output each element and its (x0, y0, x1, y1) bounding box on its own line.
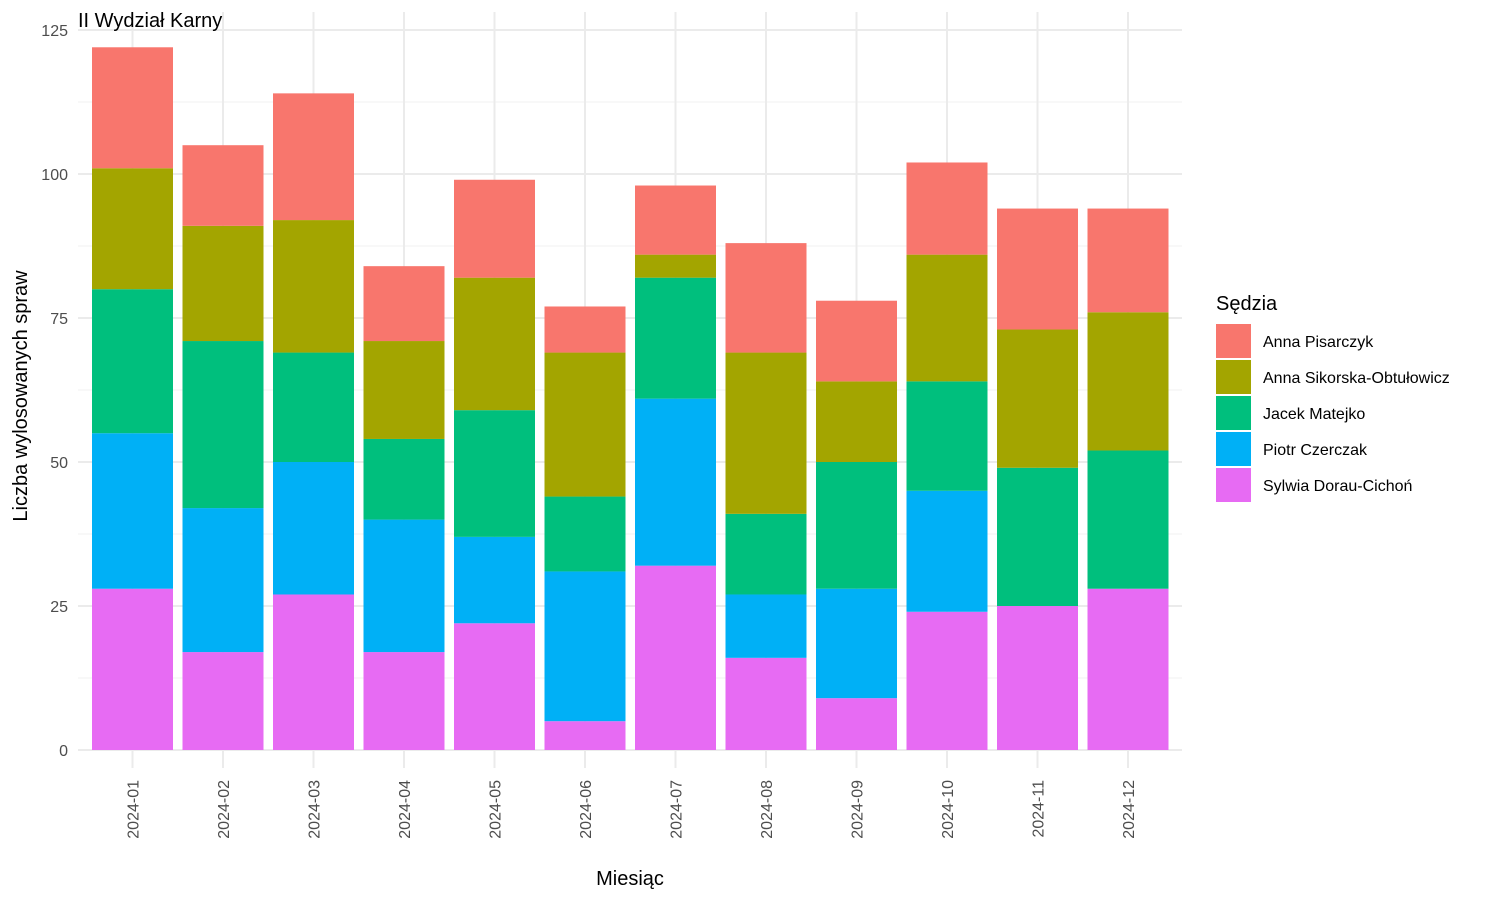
bar-segment (363, 341, 445, 439)
x-tick-label: 2024-01 (126, 780, 143, 839)
bar-segment (182, 225, 264, 342)
bar-segment (725, 513, 807, 595)
x-tick-label: 2024-06 (578, 780, 595, 839)
bar-segment (273, 93, 354, 221)
legend-label: Piotr Czerczak (1263, 442, 1368, 459)
bar-segment (725, 594, 807, 658)
bar-segment (725, 243, 807, 353)
bar-segment (454, 410, 535, 537)
legend-label: Anna Pisarczyk (1263, 334, 1374, 351)
legend-swatch (1216, 396, 1251, 430)
bar-segment (635, 254, 716, 278)
legend-title: Sędzia (1216, 293, 1278, 315)
legend-label: Anna Sikorska-Obtułowicz (1263, 370, 1450, 387)
bar-segment (725, 657, 807, 750)
x-tick-label: 2024-08 (759, 780, 776, 839)
legend-swatch (1216, 468, 1251, 502)
bar-segment (544, 496, 626, 572)
bar-segment (182, 508, 264, 653)
bars (92, 47, 1169, 750)
bar-segment (92, 289, 173, 434)
y-tick-label: 125 (41, 23, 68, 40)
y-tick-label: 50 (50, 455, 68, 472)
bar-segment (1087, 312, 1169, 451)
bar-segment (906, 381, 988, 491)
bar-segment (92, 588, 173, 750)
bar-segment (273, 594, 354, 750)
x-tick-label: 2024-02 (216, 780, 233, 839)
x-tick-label: 2024-04 (397, 780, 414, 839)
legend-swatch (1216, 432, 1251, 466)
legend-items: Anna Pisarczyk Anna Sikorska-Obtułowicz Ja… (1216, 324, 1450, 502)
bar-segment (997, 467, 1078, 606)
bar-segment (997, 208, 1078, 330)
y-tick-label: 100 (41, 167, 68, 184)
bar-segment (1087, 450, 1169, 589)
legend-swatch (1216, 360, 1251, 394)
bar-segment (816, 588, 897, 699)
bar-segment (1087, 208, 1169, 313)
bar-segment (454, 277, 535, 411)
legend: Sędzia Anna Pisarczyk Anna Sikorska-Obtuł… (1216, 293, 1450, 502)
bar-segment (363, 266, 445, 342)
bar-segment (635, 398, 716, 566)
x-axis-title: Miesiąc (596, 868, 664, 890)
bar-segment (454, 623, 535, 750)
bar-segment (363, 519, 445, 653)
x-axis-ticks: 2024-01 2024-02 2024-03 2024-04 2024-05 2024-… (126, 780, 1139, 839)
bar-segment (182, 341, 264, 509)
bar-segment (635, 185, 716, 255)
bar-segment (92, 433, 173, 589)
bar-segment (997, 329, 1078, 468)
x-tick-label: 2024-11 (1031, 780, 1048, 838)
bar-segment (363, 652, 445, 750)
y-tick-label: 75 (50, 311, 68, 328)
bar-segment (273, 462, 354, 595)
bar-segment (816, 462, 897, 589)
y-tick-label: 0 (59, 743, 68, 760)
bar-segment (544, 306, 626, 353)
bar-segment (544, 721, 626, 750)
bar-segment (92, 47, 173, 169)
bar-segment (816, 300, 897, 382)
x-tick-label: 2024-12 (1121, 780, 1138, 839)
x-tick-label: 2024-07 (669, 780, 686, 839)
x-tick-label: 2024-03 (307, 780, 324, 839)
bar-segment (906, 490, 988, 612)
chart-title: II Wydział Karny (78, 10, 222, 32)
bar-segment (906, 611, 988, 750)
legend-swatch (1216, 324, 1251, 358)
bar-segment (273, 352, 354, 462)
bar-segment (182, 652, 264, 750)
bar-segment (635, 277, 716, 399)
y-axis-title: Liczba wylosowanych spraw (10, 270, 32, 522)
bar-segment (544, 352, 626, 497)
bar-segment (906, 162, 988, 255)
y-tick-label: 25 (50, 599, 68, 616)
bar-segment (454, 179, 535, 278)
bar-segment (182, 145, 264, 226)
bar-segment (816, 698, 897, 750)
legend-label: Sylwia Dorau-Cichoń (1263, 478, 1412, 495)
bar-segment (544, 571, 626, 722)
x-tick-label: 2024-10 (940, 780, 957, 839)
x-tick-label: 2024-05 (488, 780, 505, 839)
bar-segment (997, 606, 1078, 750)
y-axis-ticks: 0 25 50 75 100 125 (41, 23, 68, 760)
legend-label: Jacek Matejko (1263, 406, 1365, 423)
bar-segment (92, 168, 173, 290)
bar-segment (363, 438, 445, 520)
x-tick-label: 2024-09 (850, 780, 867, 839)
bar-segment (906, 254, 988, 382)
bar-segment (1087, 588, 1169, 750)
bar-segment (273, 220, 354, 353)
bar-segment (454, 536, 535, 624)
bar-segment (816, 381, 897, 462)
bar-segment (635, 565, 716, 750)
bar-segment (725, 352, 807, 514)
